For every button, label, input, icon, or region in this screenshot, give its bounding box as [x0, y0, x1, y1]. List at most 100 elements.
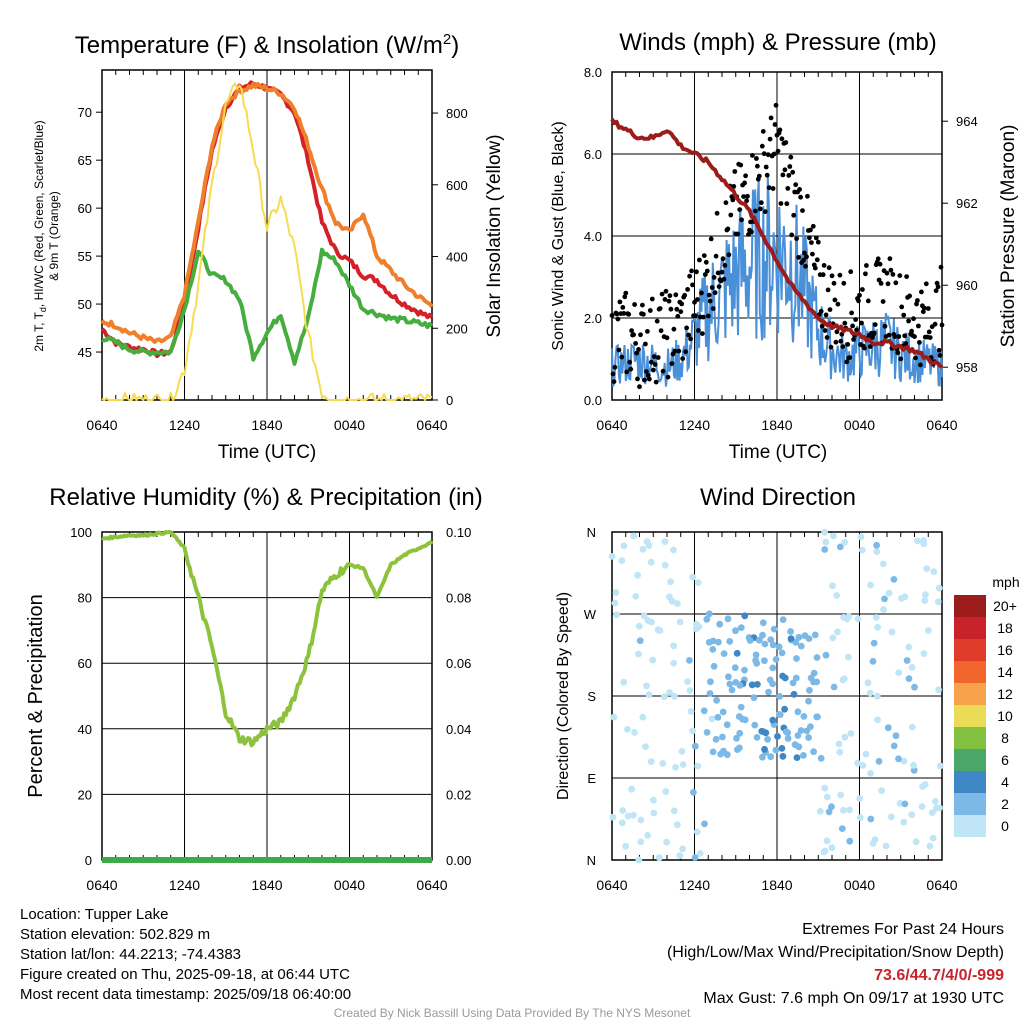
direction-point — [867, 815, 875, 823]
direction-point — [608, 553, 616, 560]
gust-point — [860, 287, 865, 292]
gust-point — [662, 297, 668, 302]
direction-point — [644, 832, 651, 839]
gust-point — [721, 276, 727, 282]
temp-frame — [101, 69, 433, 401]
direction-point — [720, 650, 728, 657]
gust-point — [790, 169, 796, 175]
direction-point — [890, 742, 898, 750]
gust-point — [634, 350, 639, 356]
gust-point — [800, 208, 805, 214]
direction-point — [612, 589, 620, 596]
direction-point — [837, 791, 845, 799]
gust-point — [686, 332, 691, 338]
gust-point — [753, 208, 758, 214]
gust-point — [768, 115, 774, 121]
direction-point — [765, 688, 772, 696]
gust-point — [619, 354, 625, 360]
dir-y-tick-label: E — [587, 771, 596, 786]
direction-point — [885, 589, 893, 597]
direction-point — [820, 848, 828, 856]
direction-point — [936, 804, 943, 812]
gust-point — [616, 347, 622, 353]
speed-legend-label: 18 — [997, 620, 1013, 636]
direction-point — [803, 727, 811, 735]
direction-point — [797, 642, 805, 650]
direction-point — [643, 682, 650, 690]
solar-y-tick-label: 800 — [446, 106, 468, 121]
gust-point — [711, 275, 717, 280]
gust-point — [853, 317, 858, 322]
extremes-subtitle: (High/Low/Max Wind/Precipitation/Snow De… — [666, 944, 1004, 961]
direction-point — [671, 692, 678, 700]
gust-point — [915, 298, 920, 303]
gust-point — [696, 328, 701, 333]
gust-point — [755, 163, 760, 169]
temp-series-green-line — [101, 247, 434, 366]
gust-point — [845, 342, 851, 347]
gust-point — [904, 274, 909, 279]
direction-point — [736, 744, 743, 752]
gust-point — [726, 252, 732, 258]
direction-point — [932, 798, 939, 805]
gust-point — [796, 255, 801, 260]
gust-point — [856, 298, 861, 304]
direction-point — [775, 643, 783, 651]
temp-y-tick-label: 55 — [78, 249, 92, 264]
gust-point — [912, 334, 917, 339]
direction-point — [630, 811, 637, 819]
gust-point — [714, 210, 720, 216]
gust-point — [863, 271, 868, 277]
direction-point — [632, 593, 640, 600]
gust-point — [847, 355, 853, 360]
station-latlon: Station lat/lon: 44.2213; -74.4383 — [20, 946, 242, 963]
solar-y-axis-title: Solar Insolation (Yellow) — [484, 134, 505, 337]
direction-point — [873, 541, 880, 549]
direction-point — [810, 678, 817, 686]
gust-point — [716, 284, 722, 289]
gust-point — [824, 335, 830, 340]
direction-point — [686, 687, 694, 694]
gust-point — [646, 376, 652, 382]
gust-point — [629, 328, 634, 333]
gust-point — [667, 293, 673, 299]
direction-point — [887, 813, 895, 821]
direction-point — [686, 657, 693, 664]
gust-point — [754, 156, 759, 161]
direction-point — [717, 750, 725, 758]
direction-point — [854, 759, 861, 767]
direction-point — [880, 606, 887, 613]
direction-point — [825, 808, 833, 816]
temp-y-axis-title-line1: 2m T, Td, HI/WC (Red, Green, Scarlet/Blu… — [32, 120, 48, 351]
gust-point — [865, 298, 871, 304]
gust-point — [632, 302, 637, 307]
speed-legend-swatch — [954, 661, 986, 683]
direction-point — [828, 803, 835, 811]
direction-point — [823, 837, 831, 845]
winds-y-tick-label: 4.0 — [584, 229, 602, 244]
gust-point — [840, 344, 846, 349]
gust-point — [626, 311, 632, 317]
direction-point — [737, 703, 745, 711]
gust-point — [885, 281, 891, 287]
direction-point — [779, 672, 786, 680]
gust-point — [647, 308, 653, 313]
gust-point — [882, 323, 888, 329]
gust-point — [782, 167, 788, 173]
speed-legend-swatch — [954, 727, 986, 749]
direction-point — [693, 828, 701, 836]
gust-point — [687, 273, 692, 279]
direction-point — [888, 628, 896, 636]
gust-point — [834, 329, 840, 335]
direction-point — [674, 600, 681, 607]
gust-point — [827, 307, 833, 312]
direction-point — [650, 809, 658, 817]
gust-point — [807, 235, 812, 241]
direction-y-axis-title: Direction (Colored By Speed) — [555, 592, 572, 800]
direction-point — [624, 726, 631, 733]
direction-point — [779, 752, 787, 760]
winds-y-tick-label: 0.0 — [584, 393, 602, 408]
station-location: Location: Tupper Lake — [20, 906, 169, 923]
gust-point — [713, 253, 719, 259]
direction-point — [821, 528, 828, 536]
